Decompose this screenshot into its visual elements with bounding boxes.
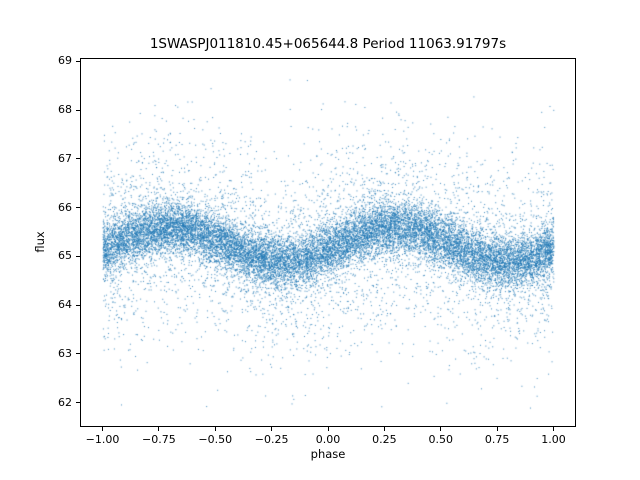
- y-tick-mark: [76, 402, 80, 404]
- y-tick-mark: [76, 255, 80, 257]
- y-tick-label: 62: [58, 395, 72, 409]
- y-tick-mark: [76, 353, 80, 355]
- x-tick-label: 0.75: [484, 433, 510, 446]
- x-tick-mark: [271, 427, 273, 431]
- x-tick-label: −0.75: [142, 433, 176, 446]
- y-tick-mark: [76, 158, 80, 160]
- y-axis-label: flux: [33, 231, 47, 253]
- chart-title: 1SWASPJ011810.45+065644.8 Period 11063.9…: [149, 36, 507, 52]
- x-axis-label: phase: [310, 447, 346, 461]
- x-tick-mark: [440, 427, 442, 431]
- y-tick-label: 69: [58, 54, 72, 68]
- y-tick-label: 64: [58, 298, 72, 312]
- y-tick-mark: [76, 304, 80, 306]
- x-tick-label: −1.00: [85, 433, 120, 446]
- x-tick-mark: [552, 427, 554, 431]
- x-tick-mark: [102, 427, 104, 431]
- x-tick-label: 1.00: [541, 433, 566, 446]
- y-tick-mark: [76, 109, 80, 111]
- x-tick-mark: [496, 427, 498, 431]
- y-tick-label: 68: [58, 103, 72, 117]
- x-tick-label: 0.50: [428, 433, 453, 446]
- scatter-points-canvas: [80, 58, 576, 427]
- x-tick-label: −0.25: [254, 433, 289, 446]
- x-tick-label: 0.25: [372, 433, 397, 446]
- x-tick-mark: [214, 427, 216, 431]
- y-tick-label: 67: [58, 151, 72, 165]
- x-tick-mark: [383, 427, 385, 431]
- y-tick-label: 65: [58, 249, 72, 263]
- y-tick-mark: [76, 207, 80, 209]
- y-tick-label: 63: [58, 346, 72, 360]
- x-tick-label: 0.00: [315, 433, 341, 446]
- y-tick-mark: [76, 60, 80, 62]
- y-tick-label: 66: [58, 200, 72, 214]
- x-tick-label: −0.50: [198, 433, 233, 446]
- x-tick-mark: [158, 427, 160, 431]
- x-tick-mark: [327, 427, 329, 431]
